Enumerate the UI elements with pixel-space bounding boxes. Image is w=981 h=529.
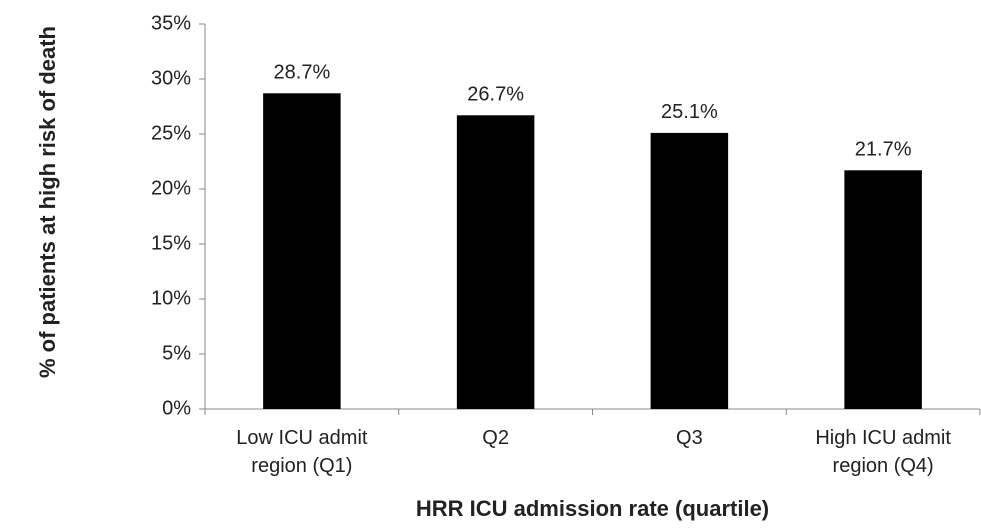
y-tick-label: 15% — [151, 232, 191, 254]
data-label: 21.7% — [855, 139, 912, 161]
x-tick-label: High ICU admit region (Q4) — [815, 427, 951, 477]
y-tick-label: 30% — [151, 67, 191, 89]
bar — [456, 115, 535, 410]
data-label: 26.7% — [467, 84, 524, 106]
y-tick-label: 20% — [151, 177, 191, 199]
y-tick-label: 25% — [151, 122, 191, 144]
y-tick-label: 5% — [162, 342, 191, 364]
bar — [263, 93, 341, 410]
x-tick-label: Low ICU admit region (Q1) — [236, 427, 368, 477]
data-label: 25.1% — [661, 101, 718, 123]
data-label: 28.7% — [274, 62, 331, 84]
bar — [650, 132, 729, 409]
x-tick-label: Q3 — [676, 427, 703, 449]
y-tick-label: 10% — [151, 287, 191, 309]
y-axis-title: % of patients at high risk of death — [35, 25, 60, 379]
y-tick-label: 35% — [151, 12, 191, 34]
y-tick-label: 0% — [162, 397, 191, 419]
x-tick-label: Q2 — [482, 427, 509, 449]
x-axis-title: HRR ICU admission rate (quartile) — [415, 496, 770, 521]
bar — [844, 170, 922, 409]
